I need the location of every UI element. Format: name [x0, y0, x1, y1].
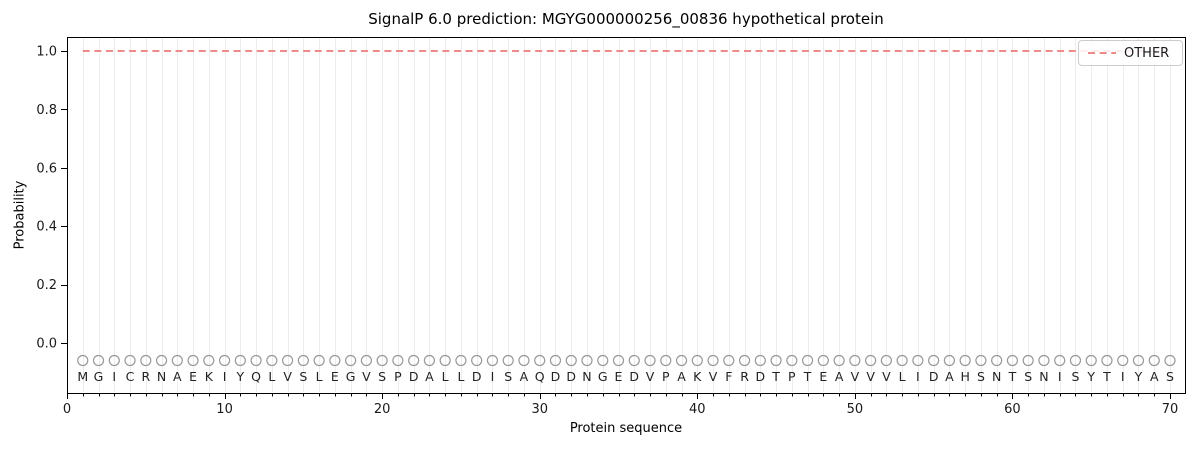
svg-text:K: K — [205, 369, 214, 384]
svg-text:V: V — [283, 369, 292, 384]
svg-text:F: F — [725, 369, 732, 384]
svg-text:T: T — [803, 369, 812, 384]
svg-text:10: 10 — [216, 402, 233, 417]
svg-text:20: 20 — [374, 402, 391, 417]
svg-text:P: P — [662, 369, 670, 384]
svg-text:60: 60 — [1004, 402, 1021, 417]
svg-text:I: I — [491, 369, 495, 384]
svg-text:I: I — [1121, 369, 1125, 384]
svg-text:T: T — [1008, 369, 1017, 384]
legend-label-other: OTHER — [1124, 45, 1170, 61]
svg-text:L: L — [457, 369, 464, 384]
svg-text:L: L — [316, 369, 323, 384]
svg-text:S: S — [378, 369, 386, 384]
svg-text:0.6: 0.6 — [36, 161, 57, 176]
svg-text:S: S — [1166, 369, 1174, 384]
svg-text:0.0: 0.0 — [36, 337, 57, 352]
svg-text:A: A — [1150, 369, 1159, 384]
svg-text:Q: Q — [251, 369, 261, 384]
svg-text:I: I — [916, 369, 920, 384]
svg-text:E: E — [819, 369, 827, 384]
svg-text:D: D — [929, 369, 939, 384]
legend-dashed-line-icon — [1088, 52, 1116, 54]
svg-text:30: 30 — [531, 402, 548, 417]
svg-text:S: S — [504, 369, 512, 384]
svg-text:D: D — [755, 369, 765, 384]
svg-text:E: E — [615, 369, 623, 384]
svg-text:L: L — [268, 369, 275, 384]
svg-text:I: I — [112, 369, 116, 384]
svg-text:D: D — [409, 369, 419, 384]
svg-text:A: A — [945, 369, 954, 384]
svg-text:Y: Y — [1134, 369, 1143, 384]
svg-text:40: 40 — [689, 402, 706, 417]
svg-text:N: N — [157, 369, 166, 384]
svg-text:Y: Y — [236, 369, 245, 384]
svg-text:N: N — [1039, 369, 1048, 384]
svg-text:E: E — [189, 369, 197, 384]
svg-text:R: R — [141, 369, 150, 384]
svg-text:D: D — [551, 369, 561, 384]
svg-text:S: S — [299, 369, 307, 384]
svg-text:P: P — [788, 369, 796, 384]
svg-text:H: H — [960, 369, 969, 384]
svg-text:S: S — [977, 369, 985, 384]
svg-text:I: I — [1058, 369, 1062, 384]
svg-text:C: C — [126, 369, 135, 384]
svg-text:G: G — [346, 369, 356, 384]
svg-text:S: S — [1071, 369, 1079, 384]
svg-text:S: S — [1024, 369, 1032, 384]
x-axis-label: Protein sequence — [569, 421, 683, 436]
svg-text:1.0: 1.0 — [36, 45, 57, 60]
svg-text:A: A — [835, 369, 844, 384]
svg-text:0.2: 0.2 — [36, 278, 57, 293]
svg-text:G: G — [598, 369, 608, 384]
svg-text:T: T — [1102, 369, 1111, 384]
svg-text:N: N — [582, 369, 591, 384]
y-axis-label: Probability — [12, 180, 28, 250]
svg-text:0.8: 0.8 — [36, 103, 57, 118]
svg-text:0: 0 — [63, 402, 71, 417]
svg-text:V: V — [709, 369, 718, 384]
svg-text:V: V — [851, 369, 860, 384]
svg-text:70: 70 — [1162, 402, 1179, 417]
svg-text:E: E — [331, 369, 339, 384]
svg-text:D: D — [629, 369, 639, 384]
svg-text:V: V — [646, 369, 655, 384]
svg-text:V: V — [866, 369, 875, 384]
svg-text:I: I — [223, 369, 227, 384]
svg-text:M: M — [77, 369, 88, 384]
svg-text:Q: Q — [535, 369, 545, 384]
svg-text:N: N — [992, 369, 1001, 384]
svg-text:P: P — [394, 369, 402, 384]
svg-text:G: G — [94, 369, 104, 384]
svg-text:Y: Y — [1086, 369, 1095, 384]
svg-text:A: A — [173, 369, 182, 384]
svg-text:R: R — [740, 369, 749, 384]
svg-text:V: V — [362, 369, 371, 384]
svg-text:A: A — [520, 369, 529, 384]
svg-text:A: A — [677, 369, 686, 384]
legend-box: OTHER — [1078, 40, 1183, 66]
svg-text:L: L — [899, 369, 906, 384]
svg-text:0.4: 0.4 — [36, 220, 57, 235]
svg-text:K: K — [693, 369, 702, 384]
svg-text:D: D — [566, 369, 576, 384]
svg-text:V: V — [882, 369, 891, 384]
svg-text:T: T — [771, 369, 780, 384]
svg-text:50: 50 — [847, 402, 864, 417]
svg-text:A: A — [425, 369, 434, 384]
svg-text:D: D — [472, 369, 482, 384]
chart-title: SignalP 6.0 prediction: MGYG000000256_00… — [368, 10, 884, 28]
svg-text:L: L — [442, 369, 449, 384]
